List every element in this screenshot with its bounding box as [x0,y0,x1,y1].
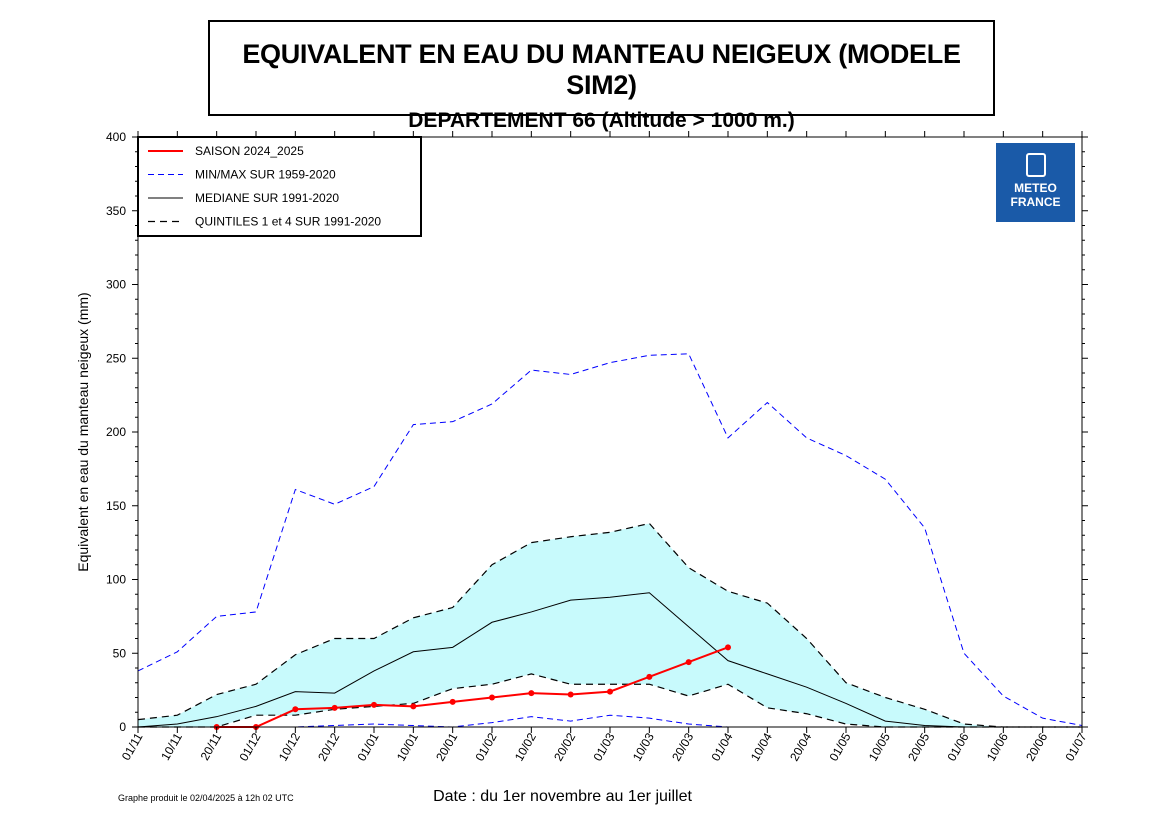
x-tick-label: 01/07 [1062,730,1089,763]
logo-line2: FRANCE [1010,195,1061,209]
y-axis-label: Equivalent en eau du manteau neigeux (mm… [75,292,91,571]
x-tick-label: 01/06 [944,730,971,763]
x-tick-label: 20/02 [551,730,578,763]
x-tick-label: 20/04 [787,730,814,763]
x-tick-label: 20/11 [198,730,225,763]
y-tick-label: 300 [106,278,126,292]
x-tick-label: 20/06 [1023,730,1050,763]
season-point [292,706,299,713]
season-point [410,703,417,710]
x-tick-label: 01/05 [826,730,853,763]
x-tick-label: 10/11 [158,730,185,763]
x-tick-label: 10/02 [512,730,539,763]
season-point [331,704,338,711]
logo-line1: METEO [1014,181,1057,195]
x-tick-label: 01/11 [119,730,146,763]
season-point [607,688,613,695]
x-tick-label: 01/04 [708,730,735,763]
legend-label: QUINTILES 1 et 4 SUR 1991-2020 [195,215,381,229]
season-point [567,691,574,698]
series-quintile-4-line [137,522,1082,728]
legend-label: SAISON 2024_2025 [195,144,304,158]
legend-box [137,136,422,237]
x-tick-label: 20/12 [315,730,342,763]
title-box: EQUIVALENT EN EAU DU MANTEAU NEIGEUX (MO… [208,20,995,132]
chart-subtitle: DEPARTEMENT 66 (Altitude > 1000 m.) [408,109,795,132]
footer-note: Graphe produit le 02/04/2025 à 12h 02 UT… [118,793,294,803]
y-tick-label: 350 [106,204,126,218]
legend-label: MIN/MAX SUR 1959-2020 [195,168,336,182]
x-tick-label: 10/04 [748,730,775,763]
season-point [685,659,692,666]
legend-label: MEDIANE SUR 1991-2020 [195,191,339,205]
y-tick-label: 400 [106,130,126,144]
x-tick-label: 01/03 [590,730,617,763]
y-tick-label: 100 [106,573,126,587]
season-point [489,694,495,701]
season-point [646,673,653,680]
x-tick-label: 01/02 [472,730,499,763]
series-median-line [137,592,1082,728]
x-tick-label: 20/03 [669,730,696,763]
season-point [528,690,535,697]
logo-icon [1025,153,1046,177]
series-max-line [137,353,1083,727]
x-tick-label: 01/01 [354,730,381,763]
y-tick-label: 200 [106,425,126,439]
x-tick-label: 10/05 [866,730,893,763]
season-point [371,701,377,708]
season-point [449,698,456,705]
series-season-line [216,646,729,728]
x-tick-label: 20/05 [905,730,932,763]
season-point [725,644,731,651]
x-tick-label: 01/12 [236,730,263,763]
y-tick-label: 150 [106,499,126,513]
y-tick-label: 250 [106,351,126,365]
x-tick-label: 10/03 [630,730,657,763]
meteo-france-logo: METEO FRANCE [996,143,1075,222]
x-tick-label: 10/01 [394,730,421,763]
x-axis-label: Date : du 1er novembre au 1er juillet [433,788,692,805]
y-tick-label: 50 [113,646,127,660]
series-min-line [138,714,1082,728]
chart-title: EQUIVALENT EN EAU DU MANTEAU NEIGEUX (MO… [242,39,961,100]
x-tick-label: 10/12 [276,730,303,763]
y-tick-label: 0 [119,720,126,734]
x-tick-label: 10/06 [984,730,1011,763]
x-tick-label: 20/01 [433,730,460,763]
quintile-band [138,523,1082,727]
